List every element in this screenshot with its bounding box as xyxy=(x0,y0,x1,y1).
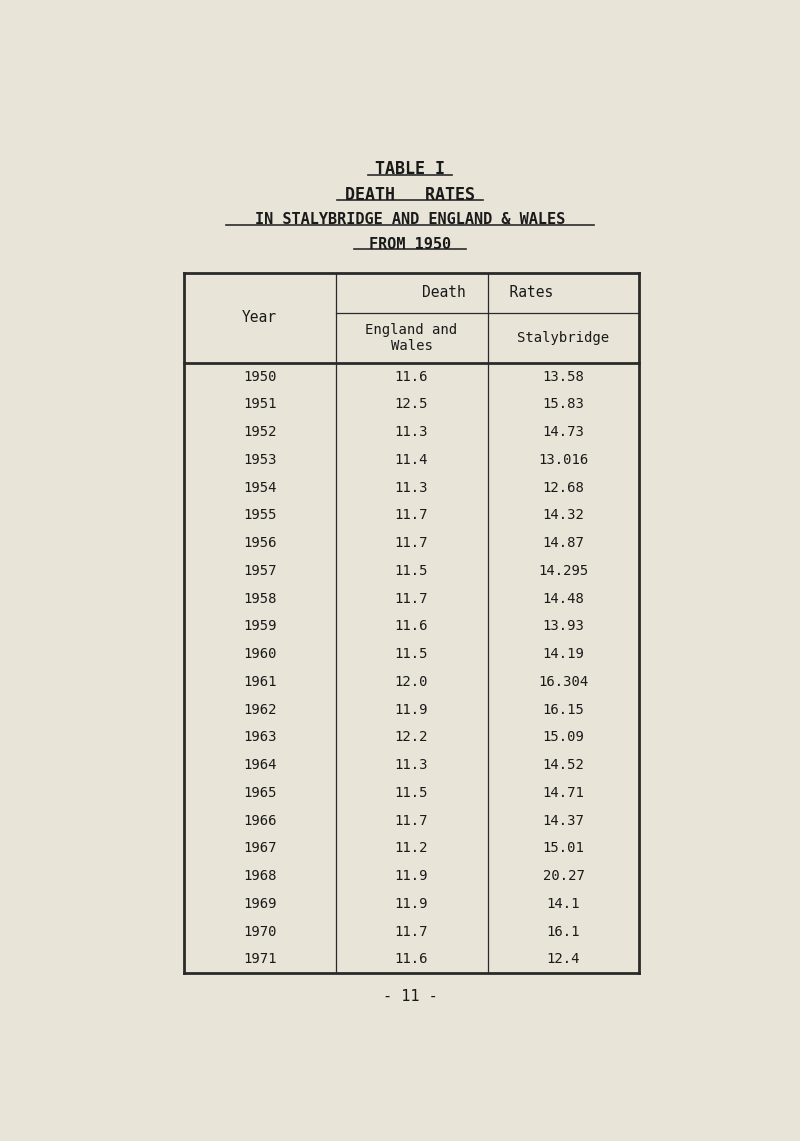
Text: 11.9: 11.9 xyxy=(394,869,428,883)
Text: 1953: 1953 xyxy=(243,453,277,467)
Text: 11.6: 11.6 xyxy=(394,370,428,383)
Text: 11.2: 11.2 xyxy=(394,841,428,856)
Text: 11.4: 11.4 xyxy=(394,453,428,467)
Text: 14.19: 14.19 xyxy=(542,647,584,661)
Text: 11.7: 11.7 xyxy=(394,592,428,606)
Text: 14.52: 14.52 xyxy=(542,758,584,772)
Text: TABLE I: TABLE I xyxy=(375,161,445,178)
Text: 16.1: 16.1 xyxy=(546,924,580,939)
Text: 11.5: 11.5 xyxy=(394,564,428,577)
Text: 1959: 1959 xyxy=(243,620,277,633)
Text: 16.304: 16.304 xyxy=(538,674,589,689)
Text: Death     Rates: Death Rates xyxy=(422,285,553,300)
Text: 12.0: 12.0 xyxy=(394,674,428,689)
Text: 14.1: 14.1 xyxy=(546,897,580,911)
Text: 14.295: 14.295 xyxy=(538,564,589,577)
Text: 11.5: 11.5 xyxy=(394,786,428,800)
Text: 14.87: 14.87 xyxy=(542,536,584,550)
Text: 1960: 1960 xyxy=(243,647,277,661)
Text: 1967: 1967 xyxy=(243,841,277,856)
Text: 11.9: 11.9 xyxy=(394,897,428,911)
Text: 14.37: 14.37 xyxy=(542,814,584,827)
Text: 1963: 1963 xyxy=(243,730,277,744)
Text: 1964: 1964 xyxy=(243,758,277,772)
Text: 11.7: 11.7 xyxy=(394,536,428,550)
Text: 1962: 1962 xyxy=(243,703,277,717)
Text: 11.6: 11.6 xyxy=(394,620,428,633)
Text: 11.6: 11.6 xyxy=(394,953,428,966)
Text: 1955: 1955 xyxy=(243,509,277,523)
Text: 15.01: 15.01 xyxy=(542,841,584,856)
Text: 1957: 1957 xyxy=(243,564,277,577)
Text: DEATH   RATES: DEATH RATES xyxy=(345,186,475,204)
Text: 15.09: 15.09 xyxy=(542,730,584,744)
Text: 11.7: 11.7 xyxy=(394,924,428,939)
Text: - 11 -: - 11 - xyxy=(382,988,438,1004)
Text: 11.7: 11.7 xyxy=(394,509,428,523)
Text: 11.3: 11.3 xyxy=(394,426,428,439)
Text: 1958: 1958 xyxy=(243,592,277,606)
Text: Stalybridge: Stalybridge xyxy=(518,331,610,345)
Text: 11.9: 11.9 xyxy=(394,703,428,717)
Text: 1968: 1968 xyxy=(243,869,277,883)
Text: Year: Year xyxy=(242,310,277,325)
Text: England and
Wales: England and Wales xyxy=(366,323,458,353)
Text: 12.2: 12.2 xyxy=(394,730,428,744)
Text: IN STALYBRIDGE AND ENGLAND & WALES: IN STALYBRIDGE AND ENGLAND & WALES xyxy=(255,212,565,227)
Text: 16.15: 16.15 xyxy=(542,703,584,717)
Text: 12.4: 12.4 xyxy=(546,953,580,966)
Text: 15.83: 15.83 xyxy=(542,397,584,412)
Text: 14.71: 14.71 xyxy=(542,786,584,800)
Text: FROM 1950: FROM 1950 xyxy=(369,236,451,252)
Text: 20.27: 20.27 xyxy=(542,869,584,883)
Text: 14.32: 14.32 xyxy=(542,509,584,523)
Text: 1954: 1954 xyxy=(243,480,277,494)
Text: 1951: 1951 xyxy=(243,397,277,412)
Text: 1961: 1961 xyxy=(243,674,277,689)
Text: 1971: 1971 xyxy=(243,953,277,966)
Text: 14.73: 14.73 xyxy=(542,426,584,439)
Text: 1965: 1965 xyxy=(243,786,277,800)
Text: 1956: 1956 xyxy=(243,536,277,550)
Text: 14.48: 14.48 xyxy=(542,592,584,606)
Text: 12.68: 12.68 xyxy=(542,480,584,494)
Text: 11.3: 11.3 xyxy=(394,480,428,494)
Text: 11.3: 11.3 xyxy=(394,758,428,772)
Text: 13.58: 13.58 xyxy=(542,370,584,383)
Text: 11.7: 11.7 xyxy=(394,814,428,827)
Text: 13.93: 13.93 xyxy=(542,620,584,633)
Text: 1950: 1950 xyxy=(243,370,277,383)
Text: 11.5: 11.5 xyxy=(394,647,428,661)
Text: 12.5: 12.5 xyxy=(394,397,428,412)
Text: 1969: 1969 xyxy=(243,897,277,911)
Text: 13.016: 13.016 xyxy=(538,453,589,467)
Text: 1966: 1966 xyxy=(243,814,277,827)
Text: 1952: 1952 xyxy=(243,426,277,439)
Text: 1970: 1970 xyxy=(243,924,277,939)
